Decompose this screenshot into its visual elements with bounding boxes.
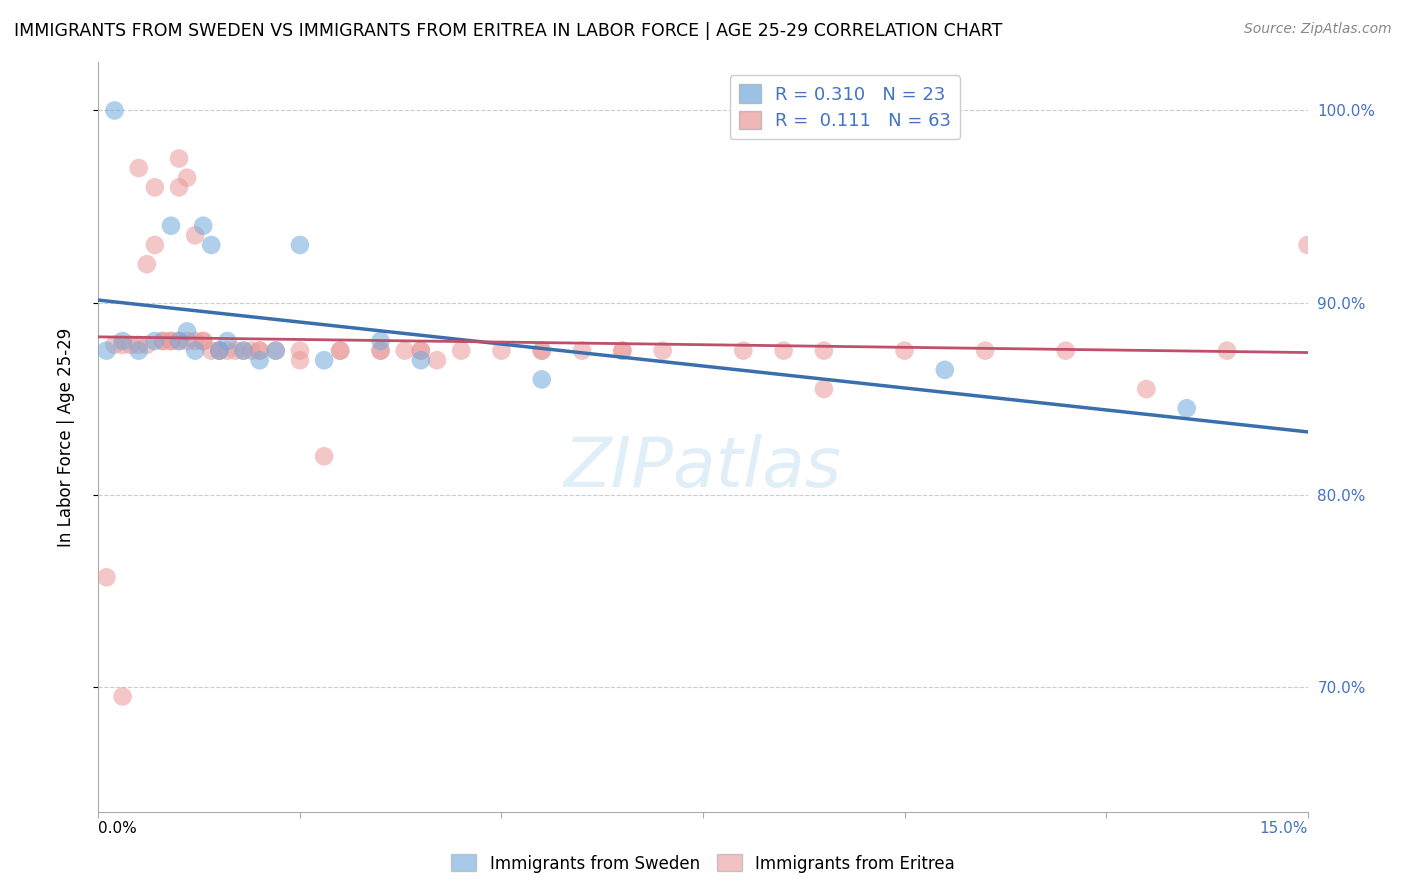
Point [217, 343, 239, 358]
Point [370, 343, 392, 358]
Point [314, 353, 336, 368]
Point [772, 343, 794, 358]
Point [208, 343, 231, 358]
Point [176, 325, 198, 339]
Point [193, 219, 215, 233]
Point [249, 343, 271, 358]
Point [1054, 343, 1077, 358]
Point [1135, 382, 1157, 396]
Point [329, 343, 352, 358]
Point [813, 343, 835, 358]
Point [111, 690, 134, 704]
Point [176, 170, 198, 185]
Point [264, 343, 287, 358]
Point [143, 238, 166, 252]
Point [224, 343, 246, 358]
Point [370, 334, 392, 348]
Point [128, 338, 150, 352]
Point [288, 238, 311, 252]
Point [128, 161, 150, 175]
Point [232, 343, 254, 358]
Point [184, 343, 207, 358]
Point [394, 343, 416, 358]
Point [249, 343, 271, 358]
Point [612, 343, 634, 358]
Point [208, 343, 231, 358]
Point [571, 343, 593, 358]
Legend: Immigrants from Sweden, Immigrants from Eritrea: Immigrants from Sweden, Immigrants from … [444, 847, 962, 880]
Point [184, 228, 207, 243]
Point [288, 343, 311, 358]
Text: Source: ZipAtlas.com: Source: ZipAtlas.com [1244, 22, 1392, 37]
Point [103, 103, 125, 118]
Point [934, 363, 956, 377]
Point [409, 343, 432, 358]
Point [184, 334, 207, 348]
Point [893, 343, 915, 358]
Point [111, 338, 134, 352]
Text: 15.0%: 15.0% [1260, 822, 1308, 837]
Point [96, 343, 118, 358]
Point [249, 353, 271, 368]
Point [217, 334, 239, 348]
Point [314, 450, 336, 464]
Point [135, 257, 157, 271]
Point [530, 372, 553, 386]
Point [530, 343, 553, 358]
Point [176, 334, 198, 348]
Text: ZIPatlas: ZIPatlas [564, 434, 842, 500]
Point [167, 334, 190, 348]
Y-axis label: In Labor Force | Age 25-29: In Labor Force | Age 25-29 [56, 327, 75, 547]
Point [160, 334, 183, 348]
Point [612, 343, 634, 358]
Point [152, 334, 174, 348]
Point [733, 343, 755, 358]
Point [450, 343, 472, 358]
Point [167, 152, 190, 166]
Text: 0.0%: 0.0% [98, 822, 138, 837]
Point [813, 382, 835, 396]
Point [370, 343, 392, 358]
Point [193, 334, 215, 348]
Point [152, 334, 174, 348]
Point [200, 238, 222, 252]
Point [329, 343, 352, 358]
Point [1296, 238, 1319, 252]
Point [135, 338, 157, 352]
Point [167, 180, 190, 194]
Point [128, 343, 150, 358]
Text: IMMIGRANTS FROM SWEDEN VS IMMIGRANTS FROM ERITREA IN LABOR FORCE | AGE 25-29 COR: IMMIGRANTS FROM SWEDEN VS IMMIGRANTS FRO… [14, 22, 1002, 40]
Point [143, 334, 166, 348]
Point [409, 343, 432, 358]
Point [288, 353, 311, 368]
Point [208, 343, 231, 358]
Point [264, 343, 287, 358]
Point [200, 343, 222, 358]
Point [160, 219, 183, 233]
Legend: R = 0.310   N = 23, R =  0.111   N = 63: R = 0.310 N = 23, R = 0.111 N = 63 [730, 75, 960, 139]
Point [160, 334, 183, 348]
Point [96, 570, 118, 584]
Point [530, 343, 553, 358]
Point [143, 180, 166, 194]
Point [1216, 343, 1239, 358]
Point [1175, 401, 1198, 416]
Point [232, 343, 254, 358]
Point [167, 334, 190, 348]
Point [193, 334, 215, 348]
Point [651, 343, 673, 358]
Point [240, 343, 263, 358]
Point [974, 343, 997, 358]
Point [103, 338, 125, 352]
Point [426, 353, 449, 368]
Point [409, 353, 432, 368]
Point [491, 343, 513, 358]
Point [111, 334, 134, 348]
Point [120, 338, 142, 352]
